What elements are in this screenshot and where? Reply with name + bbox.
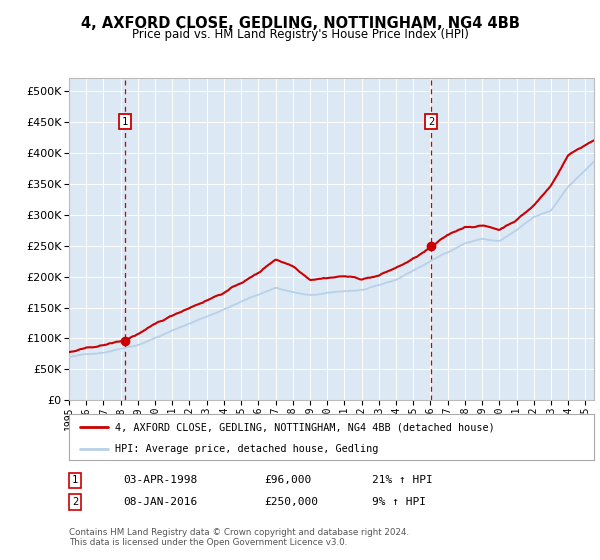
Text: 9% ↑ HPI: 9% ↑ HPI — [372, 497, 426, 507]
Text: 1: 1 — [72, 475, 78, 486]
Text: £250,000: £250,000 — [264, 497, 318, 507]
Text: 1: 1 — [122, 116, 128, 127]
Text: £96,000: £96,000 — [264, 475, 311, 486]
Text: 2: 2 — [72, 497, 78, 507]
Text: 4, AXFORD CLOSE, GEDLING, NOTTINGHAM, NG4 4BB: 4, AXFORD CLOSE, GEDLING, NOTTINGHAM, NG… — [80, 16, 520, 31]
Text: 21% ↑ HPI: 21% ↑ HPI — [372, 475, 433, 486]
Text: HPI: Average price, detached house, Gedling: HPI: Average price, detached house, Gedl… — [115, 444, 379, 454]
Text: 4, AXFORD CLOSE, GEDLING, NOTTINGHAM, NG4 4BB (detached house): 4, AXFORD CLOSE, GEDLING, NOTTINGHAM, NG… — [115, 422, 495, 432]
Text: Contains HM Land Registry data © Crown copyright and database right 2024.
This d: Contains HM Land Registry data © Crown c… — [69, 528, 409, 547]
Text: 03-APR-1998: 03-APR-1998 — [123, 475, 197, 486]
Text: 08-JAN-2016: 08-JAN-2016 — [123, 497, 197, 507]
Text: 2: 2 — [428, 116, 434, 127]
Text: Price paid vs. HM Land Registry's House Price Index (HPI): Price paid vs. HM Land Registry's House … — [131, 28, 469, 41]
